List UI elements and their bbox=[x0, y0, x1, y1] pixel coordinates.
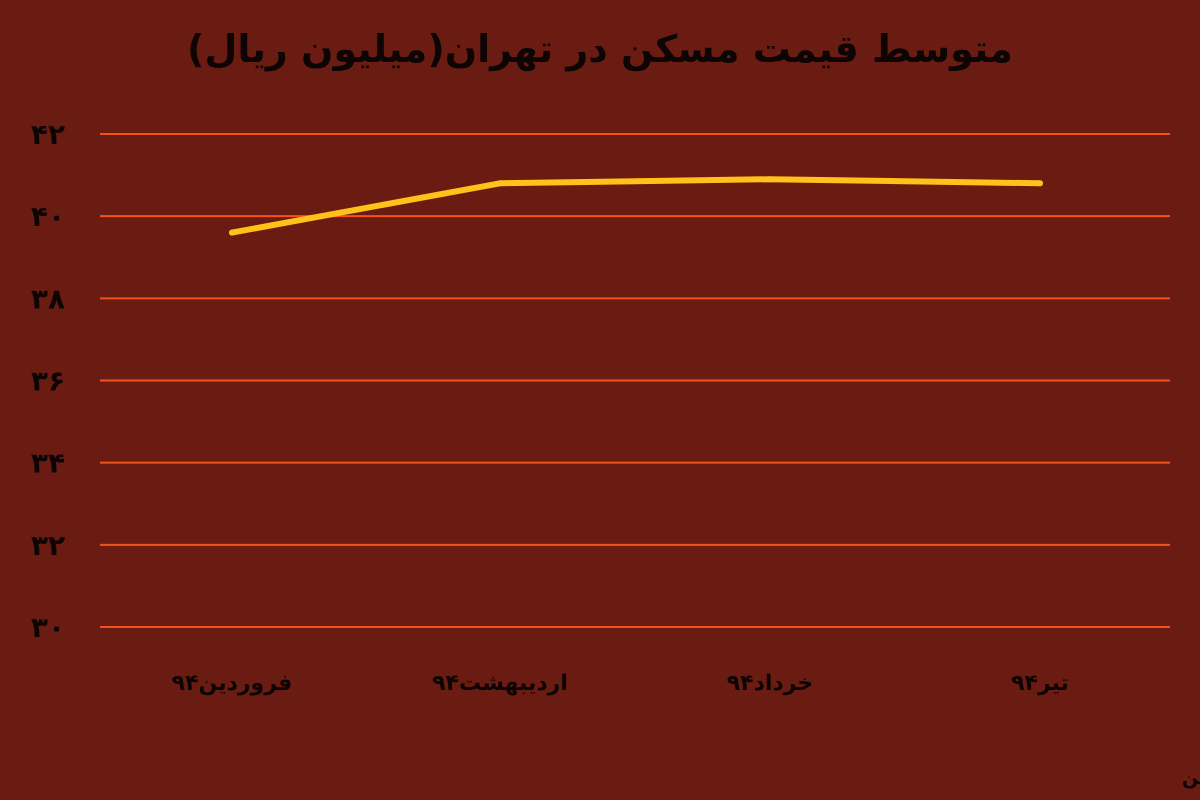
data-point bbox=[767, 176, 773, 183]
y-tick-label: ۴۲ bbox=[31, 118, 65, 151]
chart-title: متوسط قیمت مسکن در تهران(میلیون ریال) bbox=[187, 27, 1013, 71]
y-axis-ticks: ۳۰ ۳۲ ۳۴ ۳۶ ۳۸ ۴۰ ۴۲ bbox=[31, 118, 65, 644]
x-tick-label: تیر۹۴ bbox=[1011, 671, 1069, 696]
data-point bbox=[1037, 180, 1043, 187]
data-point bbox=[497, 180, 503, 187]
y-tick-label: ۳۴ bbox=[31, 447, 65, 480]
y-tick-label: ۳۲ bbox=[31, 529, 65, 562]
x-tick-label: خرداد۹۴ bbox=[727, 671, 814, 696]
series-layer bbox=[229, 176, 1043, 236]
y-tick-label: ۳۶ bbox=[31, 365, 65, 398]
data-point bbox=[229, 229, 235, 236]
gridlines bbox=[100, 133, 1170, 628]
x-tick-label: فروردین۹۴ bbox=[172, 671, 293, 696]
source-note: منبع: دفتر برنامه‌ریزی و اقتصاد مسکن bbox=[1182, 767, 1200, 789]
x-axis-ticks: فروردین۹۴ اردیبهشت۹۴ خرداد۹۴ تیر۹۴ bbox=[172, 671, 1069, 696]
y-tick-label: ۴۰ bbox=[31, 200, 65, 233]
y-tick-label: ۳۰ bbox=[31, 611, 65, 644]
y-tick-label: ۳۸ bbox=[31, 282, 65, 315]
series-line bbox=[229, 176, 1043, 236]
x-tick-label: اردیبهشت۹۴ bbox=[432, 671, 568, 696]
